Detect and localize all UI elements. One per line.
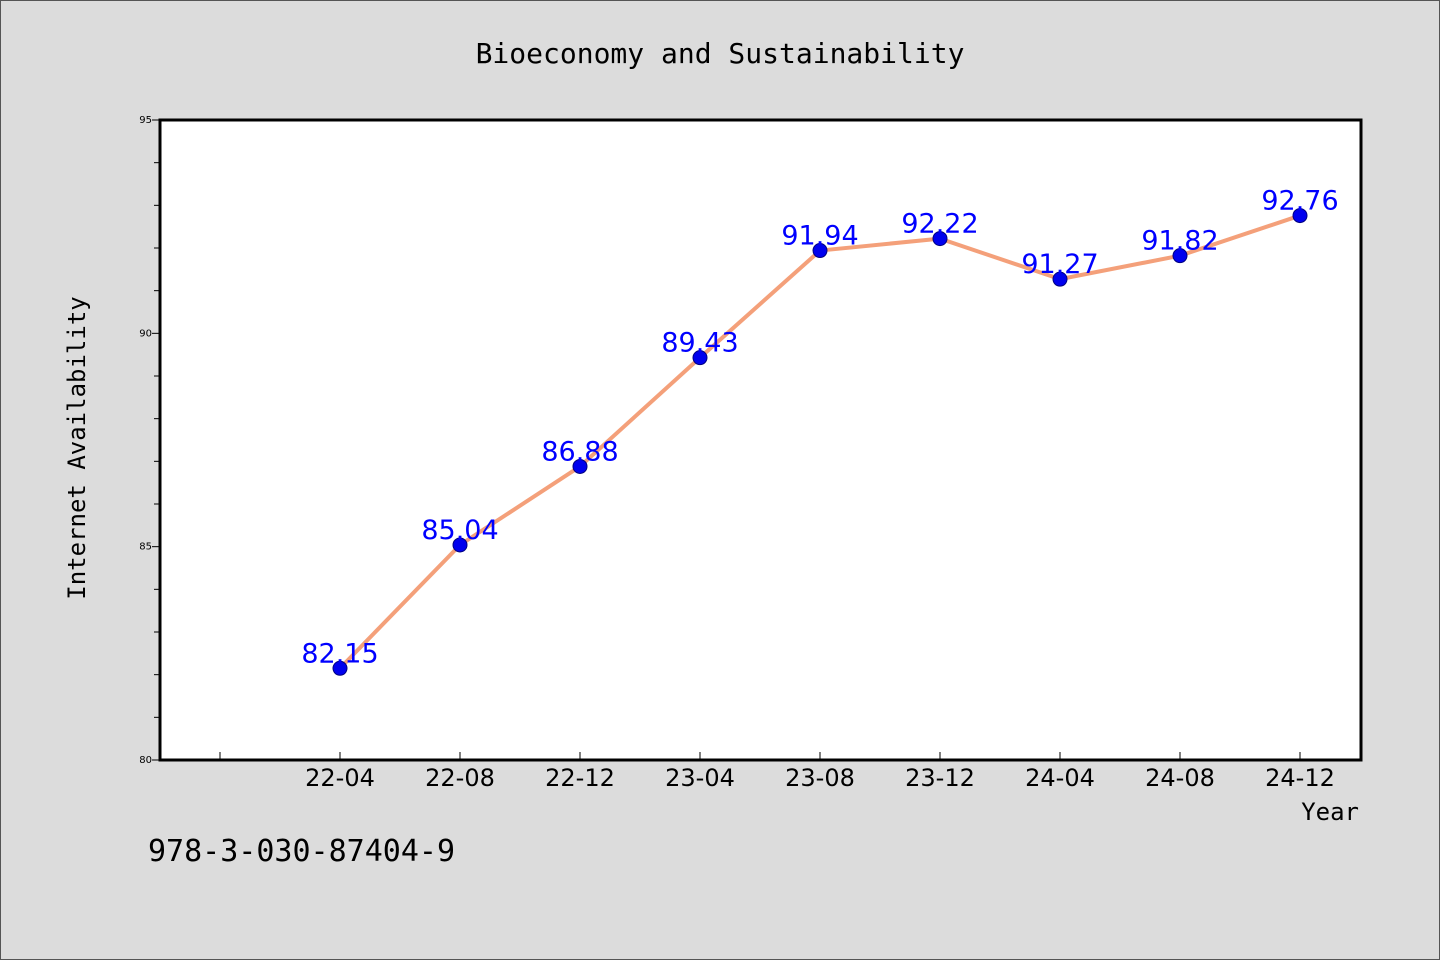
y-tick-label: 90: [139, 328, 152, 339]
data-label: 86.88: [541, 436, 618, 467]
data-labels: 82.15 85.04 86.88 89.43 91.94 92.22 91.27 91.82…: [301, 186, 1338, 670]
y-tick-label: 80: [139, 755, 152, 766]
x-axis: 22-04 22-08 22-12 23-04 23-08 23-12 24-04 24-08…: [219, 752, 1335, 792]
data-label: 82.15: [301, 638, 378, 669]
series-group: [332, 208, 1308, 676]
x-axis-label: Year: [1301, 798, 1359, 826]
data-point: [932, 231, 948, 247]
data-label: 91.27: [1021, 249, 1098, 280]
x-tick-label: 22-12: [545, 764, 615, 792]
data-label: 91.82: [1141, 226, 1218, 257]
y-tick-label: 95: [139, 115, 152, 126]
data-point: [1292, 208, 1308, 224]
data-point: [812, 243, 828, 259]
x-tick-label: 24-08: [1145, 764, 1215, 792]
data-point: [452, 537, 468, 553]
data-label: 91.94: [781, 221, 858, 252]
plot-area: [158, 118, 1363, 762]
data-label: 89.43: [661, 328, 738, 359]
x-tick-label: 23-08: [785, 764, 855, 792]
y-axis-label: Internet Availability: [63, 296, 91, 599]
data-point: [332, 660, 348, 676]
x-tick-label: 24-04: [1025, 764, 1095, 792]
data-point: [1052, 271, 1068, 287]
y-axis: 80 85 90 95: [139, 115, 160, 766]
data-point: [1172, 248, 1188, 264]
x-tick-label: 22-04: [305, 764, 375, 792]
data-point: [692, 350, 708, 366]
isbn-footnote: 978-3-030-87404-9: [148, 834, 456, 869]
x-tick-label: 24-12: [1265, 764, 1335, 792]
data-label: 85.04: [421, 515, 498, 546]
data-label: 92.22: [901, 209, 978, 240]
x-tick-label: 22-08: [425, 764, 495, 792]
x-tick-label: 23-12: [905, 764, 975, 792]
data-point: [572, 458, 588, 474]
y-tick-label: 85: [139, 542, 152, 553]
chart-title: Bioeconomy and Sustainability: [476, 37, 965, 70]
data-label: 92.76: [1261, 186, 1338, 217]
x-tick-label: 23-04: [665, 764, 735, 792]
